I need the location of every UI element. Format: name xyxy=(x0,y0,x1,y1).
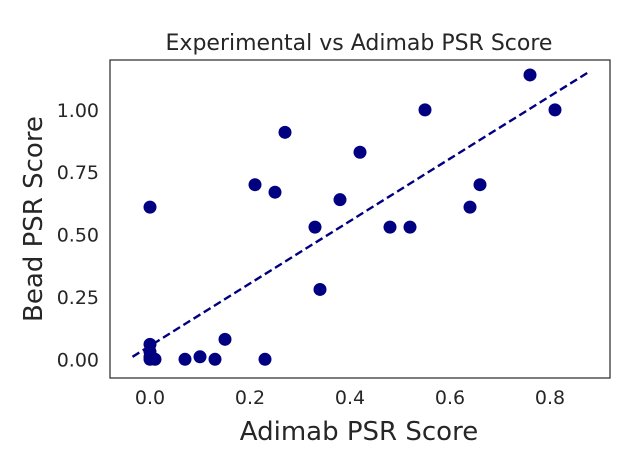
x-tick-label: 0.2 xyxy=(235,387,265,409)
data-point xyxy=(258,352,272,366)
y-tick-label: 0.00 xyxy=(57,349,99,371)
data-point xyxy=(248,178,262,192)
y-tick-labels: 0.00 0.25 0.50 0.75 1.00 xyxy=(57,100,99,371)
x-tick-label: 0.4 xyxy=(335,387,365,409)
x-tick-label: 0.0 xyxy=(135,387,165,409)
plot-area-frame xyxy=(109,59,611,379)
y-tick-label: 0.50 xyxy=(57,225,99,247)
data-point xyxy=(353,145,367,159)
y-tick-label: 0.75 xyxy=(57,162,99,184)
data-point xyxy=(143,200,157,214)
x-tick-label: 0.6 xyxy=(435,387,465,409)
y-tick-label: 0.25 xyxy=(57,287,99,309)
x-axis-label: Adimab PSR Score xyxy=(240,417,478,447)
data-point xyxy=(308,220,322,234)
data-point xyxy=(178,352,192,366)
data-point xyxy=(473,178,487,192)
data-point xyxy=(333,193,347,207)
x-tick-label: 0.8 xyxy=(535,387,565,409)
x-tick-labels: 0.0 0.2 0.4 0.6 0.8 xyxy=(135,387,565,409)
data-point xyxy=(403,220,417,234)
data-points xyxy=(143,68,562,366)
data-point xyxy=(383,220,397,234)
y-tick-label: 1.00 xyxy=(57,100,99,122)
data-point xyxy=(278,125,292,139)
data-point xyxy=(313,282,327,296)
y-axis-label: Bead PSR Score xyxy=(19,116,49,322)
data-point xyxy=(148,352,162,366)
data-point xyxy=(143,337,157,351)
data-point xyxy=(463,200,477,214)
data-point xyxy=(218,332,232,346)
chart-title: Experimental vs Adimab PSR Score xyxy=(166,31,553,56)
data-point xyxy=(523,68,537,82)
data-point xyxy=(548,103,562,117)
data-point xyxy=(193,350,207,364)
data-point xyxy=(268,185,282,199)
data-point xyxy=(418,103,432,117)
trend-line xyxy=(131,70,591,358)
data-point xyxy=(208,352,222,366)
